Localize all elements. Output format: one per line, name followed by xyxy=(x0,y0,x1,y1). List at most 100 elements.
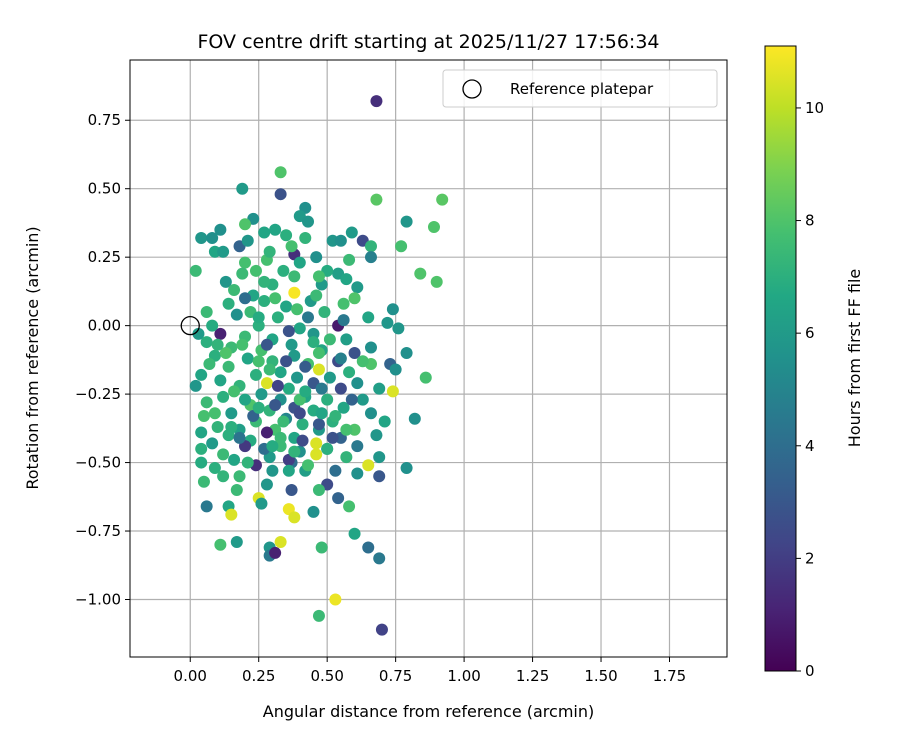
data-point xyxy=(217,448,230,461)
data-point xyxy=(334,382,347,395)
data-point xyxy=(362,459,375,472)
x-tick-label: 0.75 xyxy=(379,667,412,685)
data-point xyxy=(373,470,386,483)
data-point xyxy=(249,264,262,277)
data-point xyxy=(274,440,287,453)
data-point xyxy=(334,352,347,365)
colorbar-tick-label: 2 xyxy=(805,549,815,567)
data-point xyxy=(280,300,293,313)
data-point xyxy=(299,385,312,398)
data-point xyxy=(345,226,358,239)
colorbar: 0 2 4 6 8 10 Hours from first FF file xyxy=(764,45,864,680)
reference-platepar-point xyxy=(180,315,200,336)
data-point xyxy=(337,297,350,310)
legend-marker-circle-icon xyxy=(462,79,482,99)
data-point xyxy=(197,475,210,488)
data-point xyxy=(274,366,287,379)
data-point xyxy=(233,470,246,483)
data-point xyxy=(230,535,243,548)
data-point xyxy=(351,377,364,390)
data-point xyxy=(400,215,413,228)
data-point xyxy=(249,368,262,381)
data-point xyxy=(230,483,243,496)
data-point xyxy=(337,401,350,414)
data-point xyxy=(225,508,238,521)
data-point xyxy=(356,393,369,406)
data-point xyxy=(271,311,284,324)
data-point xyxy=(274,535,287,548)
data-point xyxy=(326,234,339,247)
legend-label: Reference platepar xyxy=(510,80,654,98)
data-point xyxy=(307,505,320,518)
data-point xyxy=(373,382,386,395)
data-point xyxy=(211,420,224,433)
data-point xyxy=(326,431,339,444)
data-point xyxy=(310,251,323,264)
data-point xyxy=(285,240,298,253)
data-point xyxy=(370,429,383,442)
data-point xyxy=(269,292,282,305)
data-point xyxy=(266,464,279,477)
data-point xyxy=(288,511,301,524)
y-tick-label: −0.25 xyxy=(75,385,121,403)
data-point xyxy=(230,308,243,321)
data-point xyxy=(310,289,323,302)
data-point xyxy=(288,286,301,299)
data-point xyxy=(293,256,306,269)
data-point xyxy=(291,303,304,316)
y-tick-label: 0.00 xyxy=(88,317,121,335)
data-point xyxy=(345,393,358,406)
data-point xyxy=(315,382,328,395)
data-point xyxy=(400,347,413,360)
data-point xyxy=(343,500,356,513)
data-point xyxy=(370,95,383,108)
data-point xyxy=(312,363,325,376)
y-tick-label: −1.00 xyxy=(75,590,121,608)
data-point xyxy=(362,311,375,324)
data-point xyxy=(239,218,252,231)
data-point xyxy=(200,500,213,513)
data-point xyxy=(312,483,325,496)
data-point xyxy=(310,437,323,450)
data-point xyxy=(329,593,342,606)
data-point xyxy=(337,314,350,327)
data-point xyxy=(310,448,323,461)
data-point xyxy=(239,292,252,305)
data-point xyxy=(200,336,213,349)
data-point xyxy=(282,382,295,395)
y-axis-ticks: 0.75 0.50 0.25 0.00 −0.25 −0.50 −0.75 −1.00 xyxy=(75,111,130,608)
data-point xyxy=(260,377,273,390)
data-point xyxy=(427,221,440,234)
data-point xyxy=(195,368,208,381)
data-point xyxy=(356,355,369,368)
x-tick-label: 0.50 xyxy=(310,667,343,685)
y-tick-label: −0.75 xyxy=(75,522,121,540)
data-point xyxy=(293,322,306,335)
data-point xyxy=(208,407,221,420)
data-point xyxy=(236,182,249,195)
colorbar-ticks: 0 2 4 6 8 10 xyxy=(796,99,824,680)
colorbar-tick-label: 4 xyxy=(805,437,815,455)
data-point xyxy=(323,371,336,384)
data-point xyxy=(285,483,298,496)
data-point xyxy=(252,319,265,332)
data-point xyxy=(236,267,249,280)
x-axis-label: Angular distance from reference (arcmin) xyxy=(263,702,594,721)
data-point xyxy=(293,407,306,420)
data-point xyxy=(307,327,320,340)
data-point xyxy=(200,305,213,318)
data-point xyxy=(241,352,254,365)
data-point xyxy=(364,407,377,420)
data-point xyxy=(334,234,347,247)
data-point xyxy=(340,423,353,436)
data-point xyxy=(269,546,282,559)
data-point xyxy=(419,371,432,384)
data-point xyxy=(389,363,402,376)
data-point xyxy=(296,418,309,431)
data-point xyxy=(241,456,254,469)
data-point xyxy=(217,390,230,403)
data-point xyxy=(392,322,405,335)
grid xyxy=(130,60,727,657)
reference-marker xyxy=(180,315,200,336)
data-point xyxy=(351,467,364,480)
